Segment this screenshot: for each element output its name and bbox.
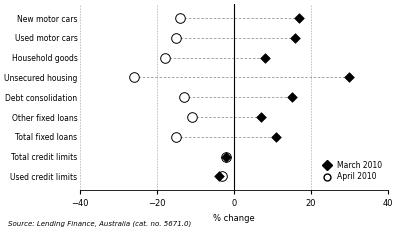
Point	[219, 175, 225, 178]
Point	[173, 36, 179, 40]
Point	[223, 155, 229, 158]
Point	[181, 95, 187, 99]
Point	[216, 175, 222, 178]
Point	[292, 36, 299, 40]
X-axis label: % change: % change	[213, 214, 255, 223]
Text: Source: Lending Finance, Australia (cat. no. 5671.0): Source: Lending Finance, Australia (cat.…	[8, 220, 191, 227]
Point	[189, 115, 195, 119]
Point	[292, 36, 299, 40]
Point	[346, 76, 353, 79]
Point	[288, 95, 295, 99]
Point	[131, 76, 137, 79]
Point	[173, 135, 179, 139]
Legend: March 2010, April 2010: March 2010, April 2010	[318, 159, 384, 183]
Point	[262, 56, 268, 59]
Point	[223, 155, 229, 158]
Point	[177, 16, 183, 20]
Point	[216, 175, 222, 178]
Point	[288, 95, 295, 99]
Point	[273, 135, 279, 139]
Point	[258, 115, 264, 119]
Point	[296, 16, 303, 20]
Point	[162, 56, 168, 59]
Point	[273, 135, 279, 139]
Point	[346, 76, 353, 79]
Point	[258, 115, 264, 119]
Point	[223, 155, 229, 158]
Point	[262, 56, 268, 59]
Point	[296, 16, 303, 20]
